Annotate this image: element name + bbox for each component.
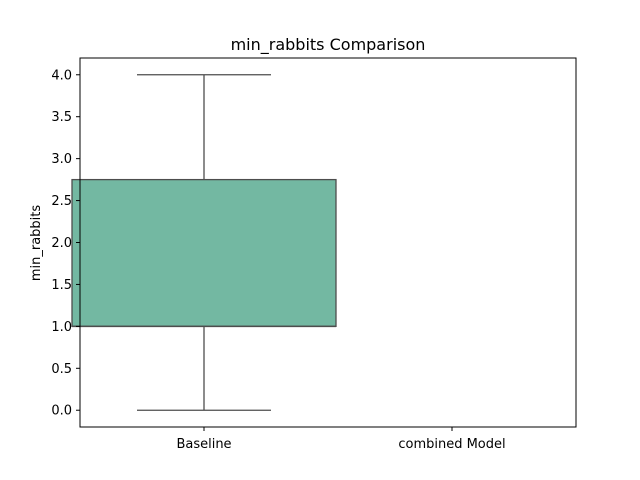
y-axis-label: min_rabbits xyxy=(29,205,44,282)
y-tick-label: 1.0 xyxy=(51,320,72,335)
y-tick-label: 2.0 xyxy=(51,236,72,251)
y-tick-label: 4.0 xyxy=(51,68,72,83)
x-tick-label: Baseline xyxy=(176,437,231,452)
y-tick-label: 1.5 xyxy=(51,278,72,293)
x-tick-label: combined Model xyxy=(398,437,505,452)
y-tick-label: 3.0 xyxy=(51,152,72,167)
y-tick-label: 3.5 xyxy=(51,110,72,125)
y-tick-label: 2.5 xyxy=(51,194,72,209)
y-tick-label: 0.5 xyxy=(51,362,72,377)
plot-area: 0.0 0.5 1.0 1.5 2.0 2.5 3.0 3.5 4.0 Baseline combi… xyxy=(51,57,577,452)
y-tick-label: 0.0 xyxy=(51,404,72,419)
box-baseline xyxy=(71,178,337,328)
chart-title: min_rabbits Comparison xyxy=(231,35,426,55)
